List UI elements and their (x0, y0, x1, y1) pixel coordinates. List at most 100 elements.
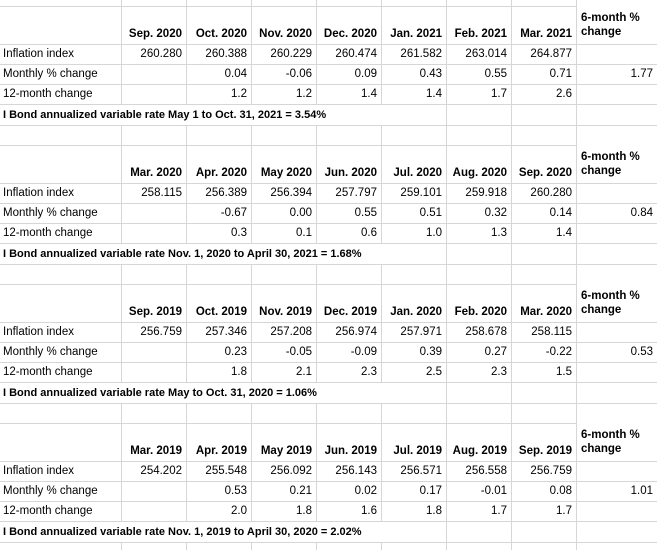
empty-cell[interactable] (252, 126, 317, 146)
value-cell[interactable] (122, 502, 187, 522)
value-cell[interactable]: 2.3 (447, 363, 512, 383)
month-header-cell[interactable]: Jan. 2020 (382, 285, 447, 323)
empty-cell[interactable] (447, 265, 512, 285)
six-month-value-cell[interactable] (577, 363, 657, 383)
value-cell[interactable]: 256.558 (447, 462, 512, 482)
month-header-cell[interactable]: Mar. 2020 (512, 285, 577, 323)
value-cell[interactable]: 0.04 (187, 65, 252, 85)
empty-cell[interactable] (577, 244, 657, 265)
month-header-cell[interactable]: Sep. 2019 (512, 424, 577, 462)
six-month-header-cell[interactable]: 6-month % change (577, 265, 657, 323)
six-month-value-cell[interactable] (577, 45, 657, 65)
row-label-cell[interactable]: 12-month change (0, 224, 122, 244)
value-cell[interactable]: -0.05 (252, 343, 317, 363)
month-header-cell[interactable]: Aug. 2019 (447, 424, 512, 462)
value-cell[interactable]: 0.32 (447, 204, 512, 224)
summary-cell[interactable]: I Bond annualized variable rate Nov. 1, … (0, 244, 447, 265)
month-header-cell[interactable]: Jun. 2020 (317, 146, 382, 184)
empty-cell[interactable] (512, 126, 577, 146)
empty-cell[interactable] (122, 265, 187, 285)
month-header-cell[interactable]: Sep. 2020 (512, 146, 577, 184)
value-cell[interactable]: 2.1 (252, 363, 317, 383)
value-cell[interactable]: 1.8 (382, 502, 447, 522)
value-cell[interactable]: 1.5 (512, 363, 577, 383)
month-header-cell[interactable]: Sep. 2020 (122, 7, 187, 45)
value-cell[interactable] (122, 65, 187, 85)
empty-cell[interactable] (577, 543, 657, 550)
empty-cell[interactable] (0, 543, 122, 550)
value-cell[interactable] (122, 85, 187, 105)
value-cell[interactable]: 1.7 (447, 85, 512, 105)
value-cell[interactable]: 1.2 (252, 85, 317, 105)
empty-cell[interactable] (382, 265, 447, 285)
value-cell[interactable]: 0.3 (187, 224, 252, 244)
value-cell[interactable] (122, 204, 187, 224)
empty-cell[interactable] (382, 543, 447, 550)
six-month-value-cell[interactable] (577, 184, 657, 204)
value-cell[interactable]: 256.389 (187, 184, 252, 204)
value-cell[interactable]: 256.571 (382, 462, 447, 482)
empty-cell[interactable] (187, 543, 252, 550)
value-cell[interactable]: 257.797 (317, 184, 382, 204)
month-header-cell[interactable]: Dec. 2019 (317, 285, 382, 323)
value-cell[interactable]: 263.014 (447, 45, 512, 65)
value-cell[interactable]: 0.14 (512, 204, 577, 224)
empty-cell[interactable] (252, 0, 317, 7)
value-cell[interactable]: 0.55 (447, 65, 512, 85)
value-cell[interactable]: 1.3 (447, 224, 512, 244)
empty-cell[interactable] (122, 404, 187, 424)
six-month-value-cell[interactable] (577, 323, 657, 343)
value-cell[interactable]: 259.918 (447, 184, 512, 204)
value-cell[interactable]: 0.71 (512, 65, 577, 85)
value-cell[interactable]: 0.1 (252, 224, 317, 244)
empty-cell[interactable] (0, 265, 122, 285)
value-cell[interactable]: 255.548 (187, 462, 252, 482)
month-header-cell[interactable]: May 2019 (252, 424, 317, 462)
value-cell[interactable]: 1.0 (382, 224, 447, 244)
empty-cell[interactable] (577, 105, 657, 126)
empty-cell[interactable] (0, 404, 122, 424)
six-month-value-cell[interactable] (577, 85, 657, 105)
value-cell[interactable]: -0.01 (447, 482, 512, 502)
value-cell[interactable]: 0.23 (187, 343, 252, 363)
six-month-value-cell[interactable]: 1.01 (577, 482, 657, 502)
value-cell[interactable]: 260.280 (122, 45, 187, 65)
value-cell[interactable]: 254.202 (122, 462, 187, 482)
row-label-cell[interactable]: Monthly % change (0, 65, 122, 85)
empty-cell[interactable] (512, 404, 577, 424)
value-cell[interactable]: 1.4 (512, 224, 577, 244)
six-month-value-cell[interactable]: 0.53 (577, 343, 657, 363)
value-cell[interactable]: 260.474 (317, 45, 382, 65)
empty-cell[interactable] (447, 105, 512, 126)
value-cell[interactable]: 1.7 (512, 502, 577, 522)
empty-cell[interactable] (577, 383, 657, 404)
empty-cell[interactable] (382, 0, 447, 7)
month-header-cell[interactable]: Feb. 2021 (447, 7, 512, 45)
month-header-cell[interactable]: Apr. 2019 (187, 424, 252, 462)
empty-cell[interactable] (512, 383, 577, 404)
value-cell[interactable]: 2.0 (187, 502, 252, 522)
empty-cell[interactable] (187, 265, 252, 285)
value-cell[interactable]: 256.759 (512, 462, 577, 482)
month-header-cell[interactable]: Jun. 2019 (317, 424, 382, 462)
month-header-cell[interactable]: Nov. 2020 (252, 7, 317, 45)
empty-cell[interactable] (447, 0, 512, 7)
value-cell[interactable]: 0.21 (252, 482, 317, 502)
value-cell[interactable]: 260.280 (512, 184, 577, 204)
value-cell[interactable]: 1.6 (317, 502, 382, 522)
empty-cell[interactable] (512, 0, 577, 7)
summary-cell[interactable]: I Bond annualized variable rate Nov. 1, … (0, 522, 447, 543)
empty-cell[interactable] (317, 0, 382, 7)
value-cell[interactable]: 258.678 (447, 323, 512, 343)
month-header-cell[interactable]: Oct. 2020 (187, 7, 252, 45)
month-header-cell[interactable]: May 2020 (252, 146, 317, 184)
empty-cell[interactable] (187, 126, 252, 146)
value-cell[interactable]: 257.971 (382, 323, 447, 343)
month-header-cell[interactable]: Jul. 2020 (382, 146, 447, 184)
row-label-cell[interactable]: 12-month change (0, 363, 122, 383)
value-cell[interactable]: 256.394 (252, 184, 317, 204)
empty-cell[interactable] (382, 404, 447, 424)
value-cell[interactable]: -0.67 (187, 204, 252, 224)
empty-cell[interactable] (187, 0, 252, 7)
value-cell[interactable]: -0.09 (317, 343, 382, 363)
